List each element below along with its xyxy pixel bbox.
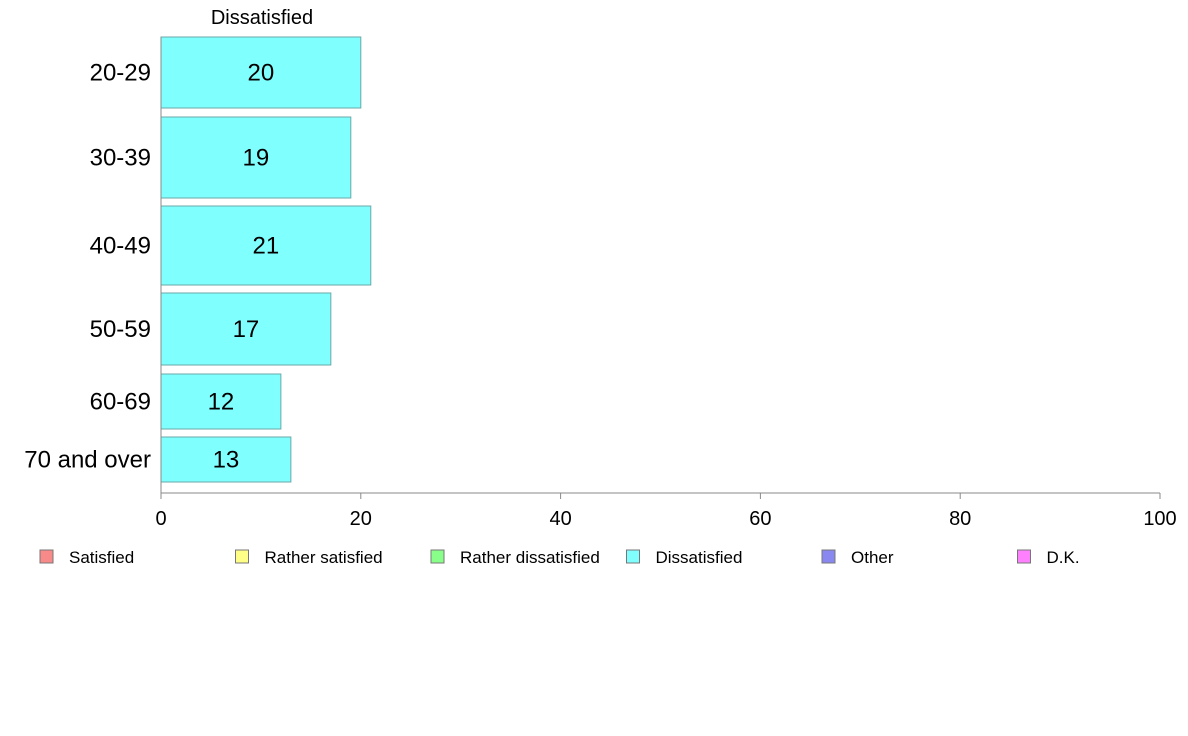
category-label: 40-49 xyxy=(90,233,151,260)
legend-label: Rather dissatisfied xyxy=(460,548,600,567)
legend-label: Dissatisfied xyxy=(656,548,743,567)
x-tick-label: 0 xyxy=(155,508,166,530)
legend-swatch xyxy=(821,549,836,564)
x-tick-label: 80 xyxy=(949,508,971,530)
category-label: 50-59 xyxy=(90,316,151,343)
bar-30-39 xyxy=(160,116,352,199)
category-label: 60-69 xyxy=(90,389,151,416)
category-label: 30-39 xyxy=(90,145,151,172)
x-tick-label: 40 xyxy=(549,508,571,530)
bar-70-and-over xyxy=(160,436,292,483)
chart-title: Dissatisfied xyxy=(211,7,313,29)
bar-value-label: 20 xyxy=(248,60,275,87)
x-axis: 0 20 40 60 80 100 xyxy=(155,37,1177,530)
legend-swatch xyxy=(235,549,249,564)
bar-50-59 xyxy=(160,292,332,366)
category-label: 70 and over xyxy=(24,447,151,474)
bars-group: 20 20-29 19 30-39 21 40-49 17 50-59 12 60-69 13 70 … xyxy=(24,36,372,483)
bar-value-label: 19 xyxy=(243,145,270,172)
legend-swatch xyxy=(430,549,445,564)
legend-swatch xyxy=(1017,549,1031,564)
bar-20-29 xyxy=(160,36,362,109)
bar-value-label: 17 xyxy=(233,316,260,343)
legend: Satisfied Rather satisfied Rather dissatis… xyxy=(39,548,1080,567)
legend-swatch xyxy=(626,549,640,564)
bar-value-label: 13 xyxy=(213,447,240,474)
x-tick-label: 100 xyxy=(1143,508,1176,530)
bar-value-label: 21 xyxy=(253,233,280,260)
x-tick-label: 20 xyxy=(350,508,372,530)
legend-label: Satisfied xyxy=(69,548,134,567)
bar-value-label: 12 xyxy=(208,389,235,416)
legend-label: Rather satisfied xyxy=(265,548,383,567)
bar-40-49 xyxy=(160,205,372,286)
x-tick-label: 60 xyxy=(749,508,771,530)
bar-60-69 xyxy=(160,373,282,430)
category-label: 20-29 xyxy=(90,60,151,87)
legend-label: Other xyxy=(851,548,894,567)
legend-swatch xyxy=(39,549,54,564)
legend-label: D.K. xyxy=(1047,548,1080,567)
